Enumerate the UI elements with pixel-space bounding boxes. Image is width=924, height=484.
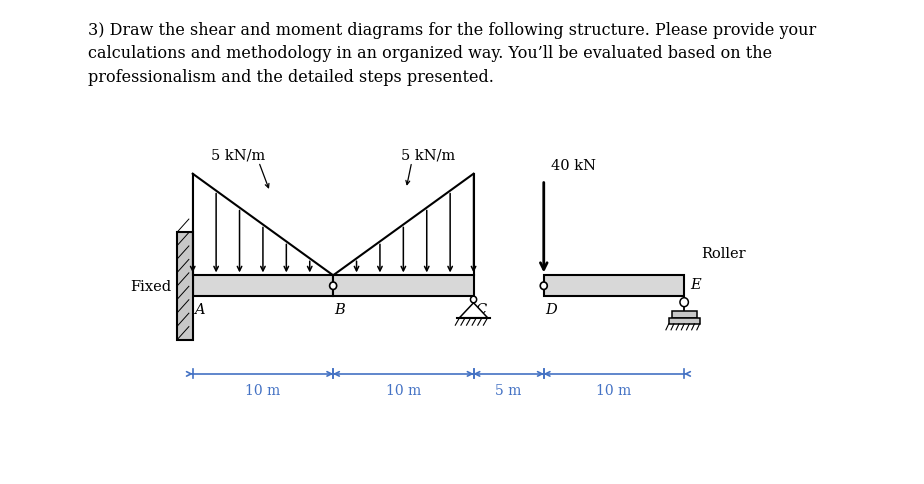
Text: E: E xyxy=(690,278,700,292)
Polygon shape xyxy=(459,303,488,318)
Text: Roller: Roller xyxy=(701,246,746,260)
Text: A: A xyxy=(194,302,205,317)
Text: 5 m: 5 m xyxy=(495,383,522,397)
Text: 3) Draw the shear and moment diagrams for the following structure. Please provid: 3) Draw the shear and moment diagrams fo… xyxy=(88,22,816,86)
Text: 10 m: 10 m xyxy=(596,383,632,397)
Text: C: C xyxy=(475,302,486,317)
Bar xyxy=(672,312,697,318)
Bar xyxy=(193,276,334,297)
Circle shape xyxy=(470,297,477,303)
Bar xyxy=(177,232,193,340)
Circle shape xyxy=(680,298,688,307)
Circle shape xyxy=(330,283,336,290)
Text: D: D xyxy=(545,302,557,317)
Text: 5 kN/m: 5 kN/m xyxy=(402,149,456,163)
Text: 40 kN: 40 kN xyxy=(551,159,596,173)
Text: 10 m: 10 m xyxy=(385,383,421,397)
Text: 10 m: 10 m xyxy=(245,383,281,397)
Bar xyxy=(543,276,684,297)
Bar xyxy=(334,276,474,297)
Text: B: B xyxy=(334,302,346,317)
Bar xyxy=(669,318,699,324)
Text: 5 kN/m: 5 kN/m xyxy=(211,149,265,163)
Text: Fixed: Fixed xyxy=(130,279,172,293)
Circle shape xyxy=(541,283,547,290)
